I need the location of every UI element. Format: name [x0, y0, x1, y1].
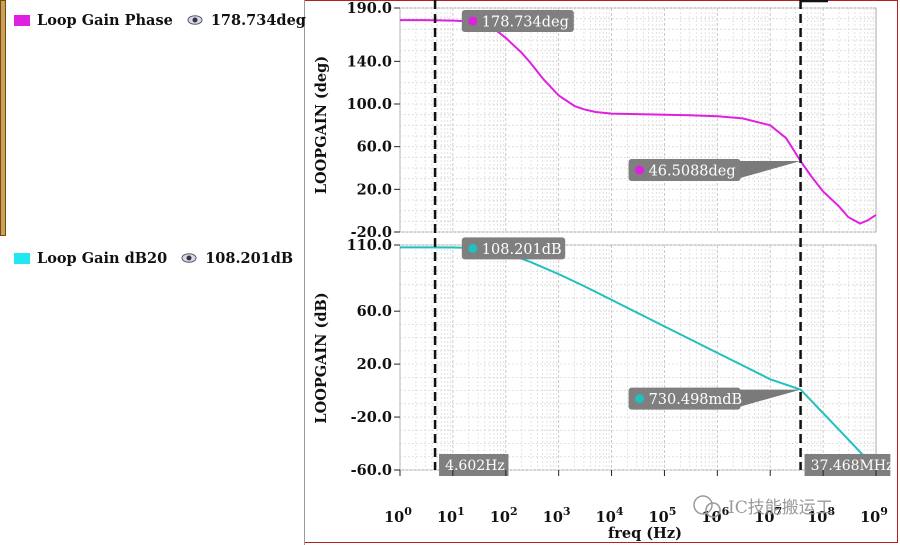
y-axis-label: LOOPGAIN (dB)	[313, 292, 330, 423]
marker-label: 730.498mdB	[649, 392, 743, 408]
grid-layer	[399, 7, 877, 471]
legend-label-phase: Loop Gain Phase	[37, 11, 173, 29]
panel-accent-bar	[0, 0, 6, 236]
y-tick-label: 100.0	[347, 96, 392, 113]
series-line	[400, 246, 877, 470]
gain-color-swatch	[14, 252, 30, 264]
legend-panel: Loop Gain Phase 178.734deg Loop Gain dB2…	[0, 0, 306, 545]
marker-label: 178.734deg	[482, 15, 569, 31]
legend-value-phase: 178.734deg	[210, 11, 306, 29]
marker-dot	[635, 394, 645, 404]
cursor-label: 37.468MHz	[811, 458, 894, 474]
plot-frame	[399, 7, 877, 233]
y-tick-label: -20.0	[351, 224, 392, 241]
marker-label-box[interactable]	[461, 237, 566, 260]
cursor-label-box[interactable]	[439, 454, 509, 476]
legend-item-phase[interactable]: Loop Gain Phase 178.734deg	[14, 9, 306, 31]
marker-dot	[468, 243, 478, 253]
y-tick-label: 140.0	[347, 53, 392, 70]
y-tick-label: 20.0	[357, 181, 392, 198]
x-tick-label: 103	[543, 505, 571, 526]
x-tick-label: 108	[807, 505, 835, 526]
marker-pointer	[736, 389, 801, 408]
marker-dot	[468, 16, 478, 26]
y-axis-label: LOOPGAIN (deg)	[313, 56, 330, 194]
legend-label-gain: Loop Gain dB20	[37, 249, 168, 267]
marker-pointer	[736, 161, 801, 180]
cursor-layer[interactable]: 4.602Hz 37.468MHz	[433, 0, 894, 476]
marker-label: 46.5088deg	[649, 164, 736, 180]
x-tick-label: 105	[649, 505, 677, 526]
wechat-icon	[705, 502, 721, 518]
marker-label-box[interactable]	[628, 159, 741, 182]
marker-label-box[interactable]	[628, 387, 741, 410]
marker-label: 108.201dB	[482, 242, 562, 258]
marker-layer[interactable]: 178.734deg 46.5088deg 108.201dB 730.498mdB	[461, 10, 801, 410]
phase-color-swatch	[14, 14, 30, 26]
cursor-label: 4.602Hz	[445, 458, 505, 474]
watermark: IC技能搬运工	[693, 495, 833, 518]
eye-icon[interactable]	[181, 252, 197, 264]
x-tick-label: 104	[596, 505, 624, 526]
y-tick-label: 20.0	[357, 356, 392, 373]
x-axis-label: freq (Hz)	[608, 525, 682, 542]
eye-icon[interactable]	[187, 14, 203, 26]
cursor-label-box[interactable]	[804, 454, 891, 476]
y-tick-label: -60.0	[351, 462, 392, 479]
y-tick-label: 60.0	[357, 139, 392, 156]
marker-label-box[interactable]	[461, 10, 574, 33]
y-tick-label: -20.0	[351, 409, 392, 426]
marker-dot	[635, 165, 645, 175]
legend-item-gain[interactable]: Loop Gain dB20 108.201dB	[14, 247, 293, 269]
x-tick-label: 107	[754, 505, 782, 526]
x-tick-label: 102	[490, 505, 518, 526]
x-tick-label: 100	[384, 505, 412, 526]
watermark-text: IC技能搬运工	[728, 498, 833, 518]
axis-layer: 190.0 140.0 100.0 60.0 20.0 -20.0 LOOPGAIN (de…	[313, 0, 888, 542]
x-tick-label: 109	[860, 505, 888, 526]
plot-frame	[399, 244, 877, 471]
y-tick-label: 190.0	[347, 0, 392, 17]
wechat-icon	[693, 495, 713, 515]
legend-value-gain: 108.201dB	[205, 249, 294, 267]
y-tick-label: 60.0	[357, 303, 392, 320]
x-tick-label: 101	[437, 505, 465, 526]
y-tick-label: 110.0	[347, 237, 392, 254]
